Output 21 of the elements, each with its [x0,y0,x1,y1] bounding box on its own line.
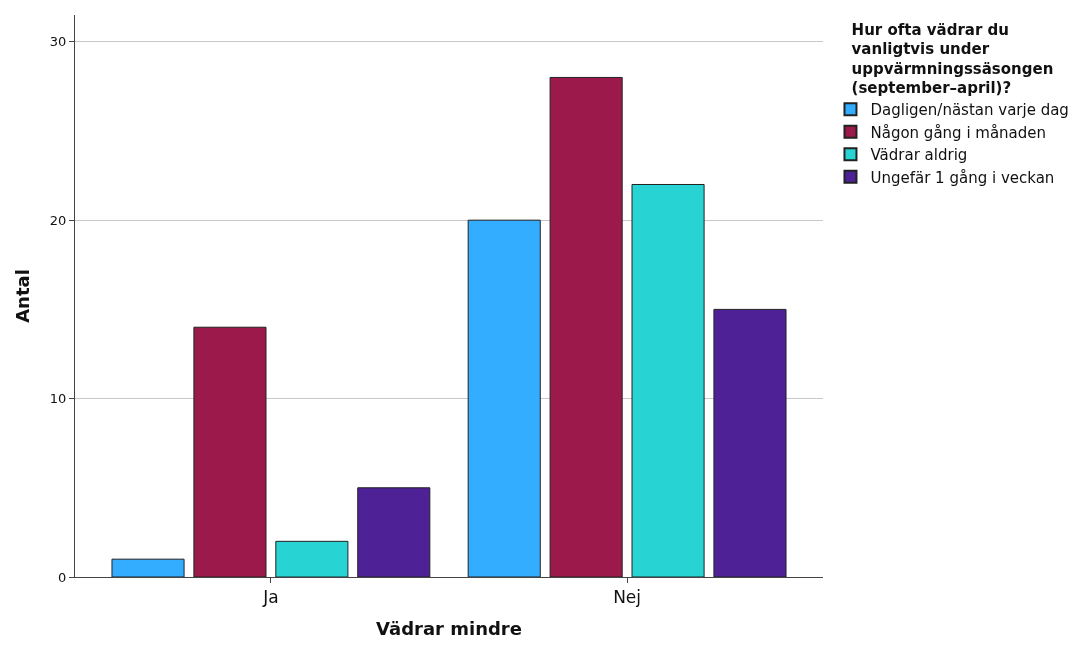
legend-title: Hur ofta vädrar du vanligtvis under uppvärmningssäsongen (september–april)? [851,20,1054,97]
bar [631,183,705,577]
legend-label: Någon gång i månaden [870,123,1047,142]
y-tick-label: 20 [49,212,67,228]
y-tick-label: 10 [49,391,67,407]
y-axis-title: Antal [12,269,34,323]
bar [111,558,185,577]
y-tick-label: 0 [58,569,67,585]
bar [275,540,349,577]
bar [467,219,541,577]
x-axis-title: Vädrar mindre [376,617,522,639]
bar [357,487,431,577]
y-tick-label: 30 [49,34,67,50]
bar [549,76,623,577]
legend-label: Ungefär 1 gång i veckan [870,168,1055,187]
bar [713,308,787,577]
legend-label: Vädrar aldrig [870,146,968,165]
x-tick-label: Nej [613,587,642,608]
x-tick-label: Ja [262,587,279,608]
legend-label: Dagligen/nästan varje dag [870,101,1069,120]
bar [193,326,267,577]
